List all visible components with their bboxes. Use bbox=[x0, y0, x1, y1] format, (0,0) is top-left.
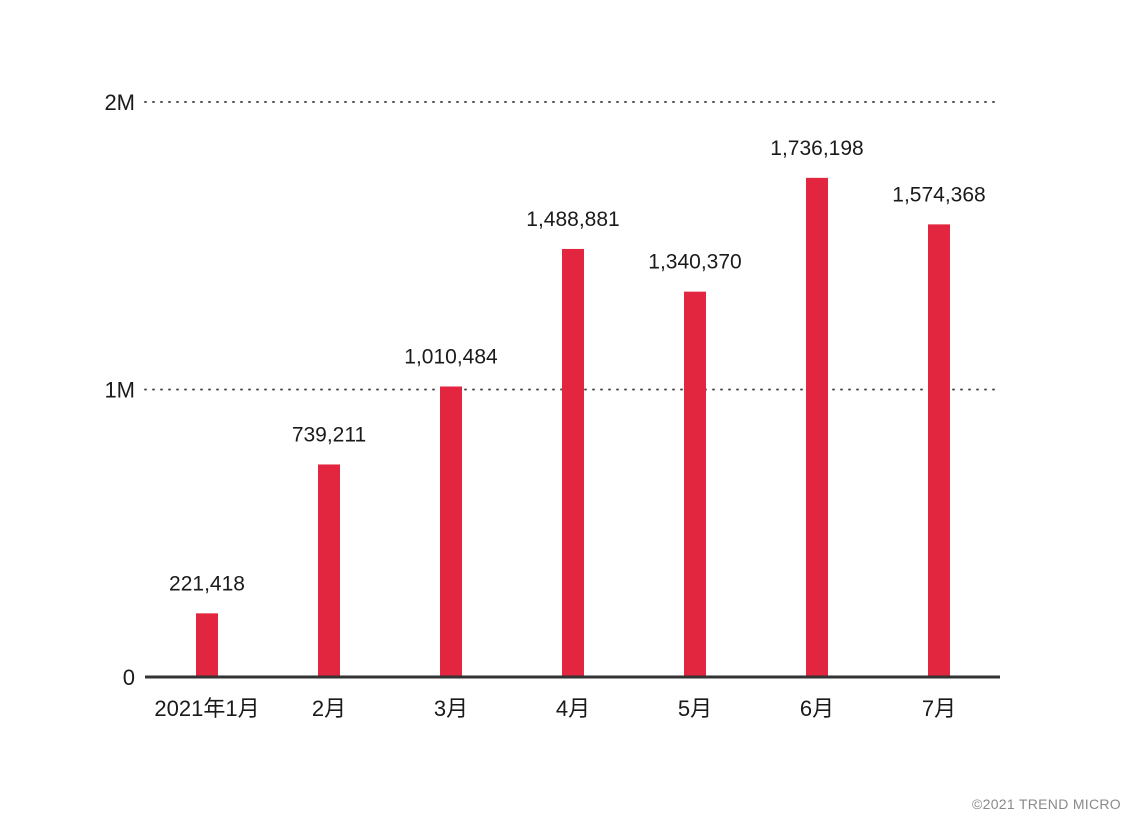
bar bbox=[928, 224, 950, 677]
data-label: 1,736,198 bbox=[770, 137, 863, 160]
x-tick-label: 2021年1月 bbox=[154, 696, 259, 721]
x-tick-label: 3月 bbox=[434, 696, 468, 721]
bar bbox=[196, 613, 218, 677]
data-label: 221,418 bbox=[169, 572, 245, 595]
data-label: 1,340,370 bbox=[648, 251, 741, 274]
bar bbox=[318, 464, 340, 677]
x-tick-label: 7月 bbox=[922, 696, 956, 721]
bar bbox=[562, 248, 584, 677]
x-tick-label: 6月 bbox=[800, 696, 834, 721]
data-label: 1,010,484 bbox=[404, 345, 498, 368]
y-tick-label: 1M bbox=[104, 378, 135, 403]
x-tick-label: 2月 bbox=[312, 696, 346, 721]
y-axis-ticks: 0 1M 2M bbox=[104, 90, 135, 690]
x-tick-label: 4月 bbox=[556, 696, 590, 721]
data-labels: 221,418 739,211 1,010,484 1,488,881 1,340,37… bbox=[169, 137, 986, 595]
y-tick-label: 0 bbox=[123, 665, 135, 690]
bar bbox=[806, 177, 828, 677]
data-label: 1,574,368 bbox=[892, 183, 985, 206]
copyright-notice: ©2021 TREND MICRO bbox=[972, 796, 1121, 812]
x-tick-label: 5月 bbox=[678, 696, 712, 721]
bars bbox=[196, 177, 950, 677]
x-axis-ticks: 2021年1月 2月 3月 4月 5月 6月 7月 bbox=[154, 696, 956, 721]
grid-lines bbox=[144, 101, 1001, 391]
bar bbox=[684, 291, 706, 677]
bar bbox=[440, 386, 462, 677]
data-label: 739,211 bbox=[292, 423, 366, 446]
y-tick-label: 2M bbox=[104, 90, 135, 115]
data-label: 1,488,881 bbox=[526, 208, 619, 231]
